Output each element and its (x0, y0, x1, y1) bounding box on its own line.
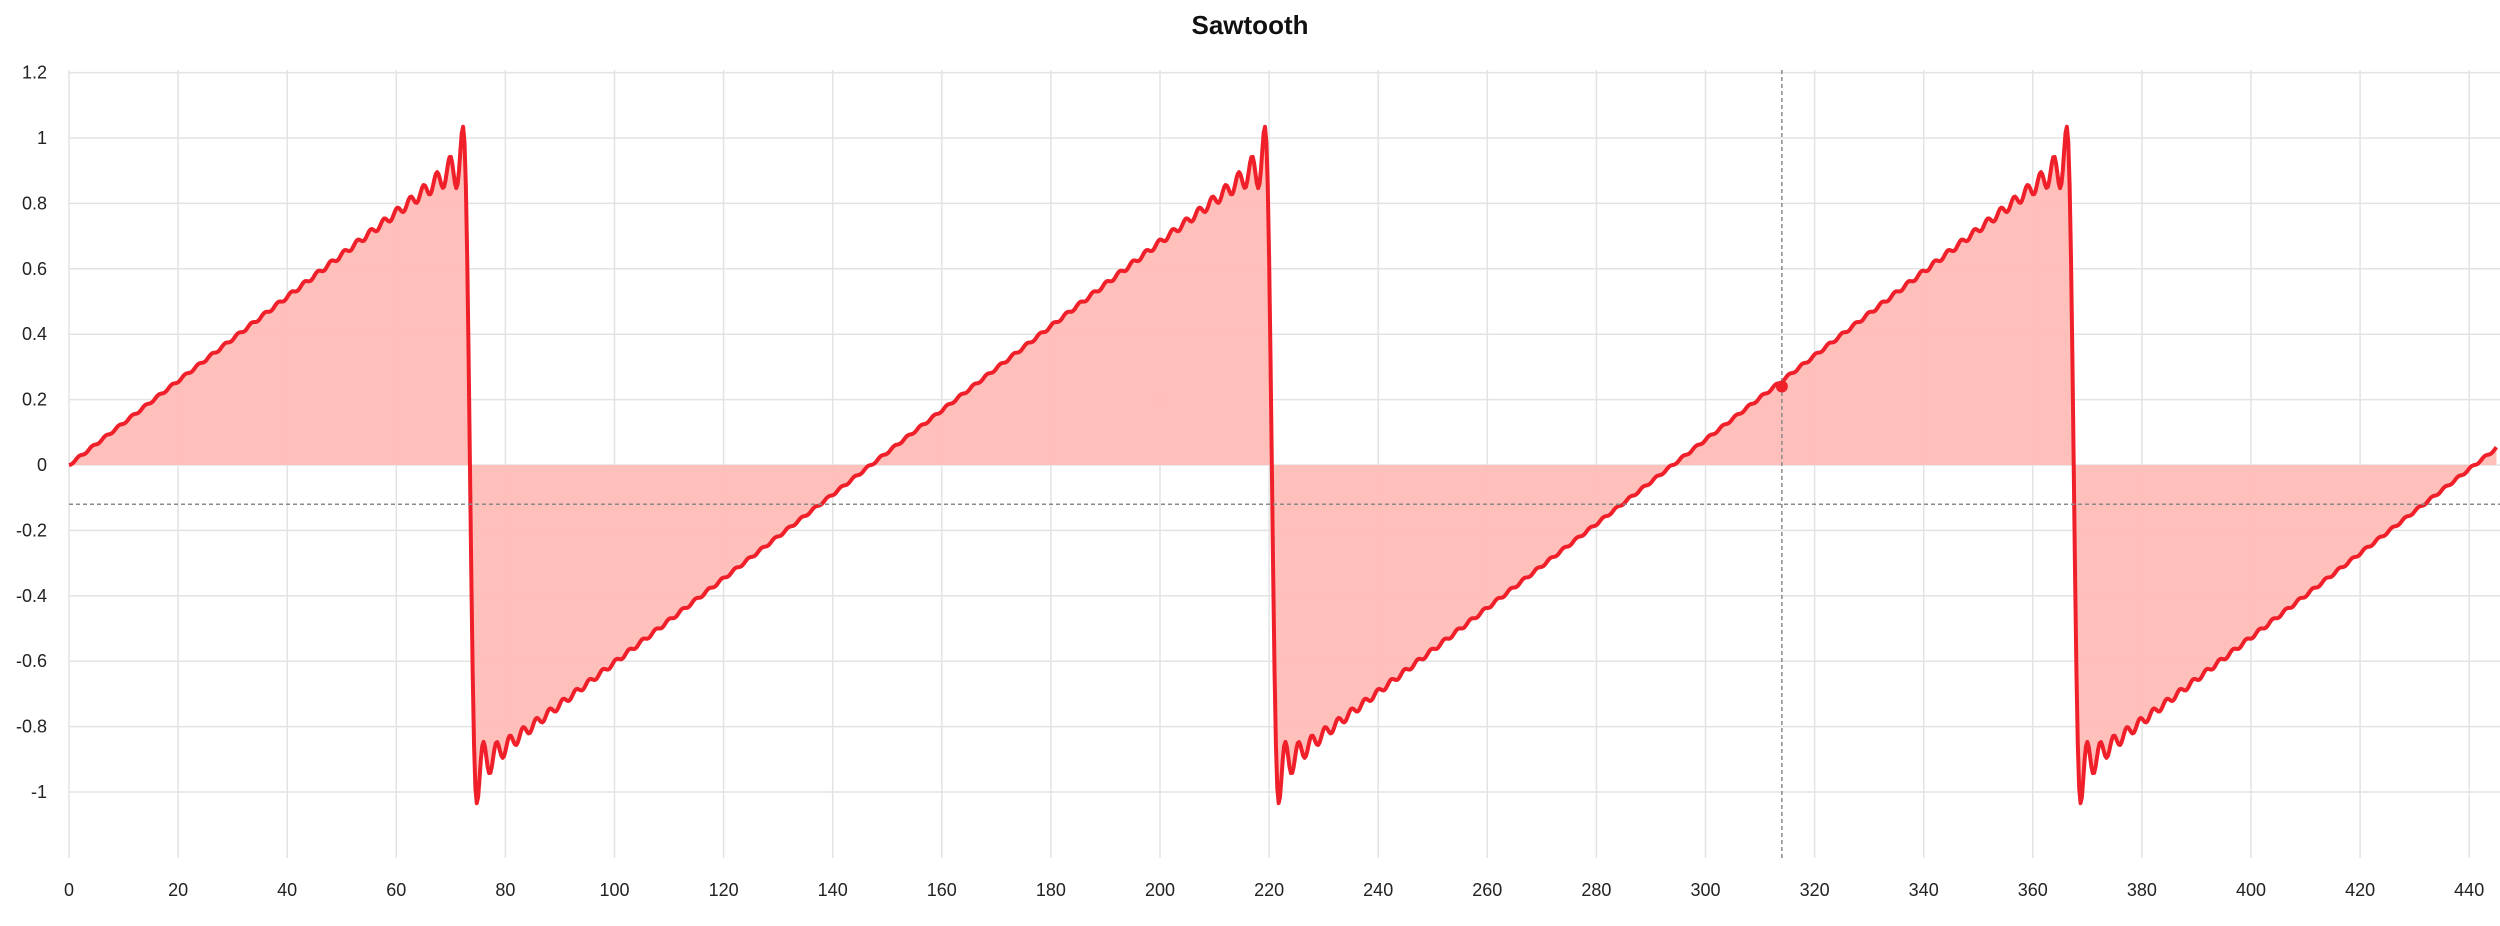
x-tick-label: 40 (277, 880, 297, 900)
x-tick-label: 380 (2127, 880, 2157, 900)
y-tick-label: 0 (37, 455, 47, 475)
x-tick-label: 120 (709, 880, 739, 900)
x-tick-label: 420 (2345, 880, 2375, 900)
y-tick-label: -1 (31, 782, 47, 802)
x-tick-label: 200 (1145, 880, 1175, 900)
x-tick-label: 100 (599, 880, 629, 900)
x-tick-label: 360 (2018, 880, 2048, 900)
x-tick-label: 60 (386, 880, 406, 900)
x-tick-label: 340 (1909, 880, 1939, 900)
y-tick-label: 0.6 (22, 259, 47, 279)
x-tick-label: 320 (1800, 880, 1830, 900)
chart-title: Sawtooth (1191, 10, 1309, 40)
x-tick-label: 180 (1036, 880, 1066, 900)
crosshair-layer (69, 70, 2500, 858)
y-tick-label: 0.4 (22, 324, 47, 344)
x-tick-label: 240 (1363, 880, 1393, 900)
x-tick-label: 440 (2454, 880, 2484, 900)
line-layer (68, 124, 2499, 806)
hover-point (1775, 380, 1788, 393)
y-tick-label: 1 (37, 128, 47, 148)
x-tick-label: 0 (64, 880, 74, 900)
x-tick-label: 160 (927, 880, 957, 900)
y-tick-label: -0.6 (16, 651, 47, 671)
tick-label-layer: 1.2 1 0.8 0.6 0.4 0.2 0 -0.2 -0.4 -0.6 -0.8 -1 0 20 40… (16, 63, 2484, 900)
x-tick-label: 140 (818, 880, 848, 900)
y-tick-label: -0.2 (16, 520, 47, 540)
x-tick-label: 400 (2236, 880, 2266, 900)
x-tick-label: 20 (168, 880, 188, 900)
sawtooth-line (68, 124, 2499, 806)
x-tick-label: 80 (495, 880, 515, 900)
x-tick-label: 260 (1472, 880, 1502, 900)
sawtooth-area (69, 126, 2497, 804)
y-tick-label: -0.4 (16, 586, 47, 606)
y-tick-label: 1.2 (22, 63, 47, 83)
y-tick-label: -0.8 (16, 717, 47, 737)
y-tick-label: 0.8 (22, 193, 47, 213)
y-tick-label: 0.2 (22, 390, 47, 410)
x-tick-label: 220 (1254, 880, 1284, 900)
area-layer (69, 126, 2497, 804)
x-tick-label: 280 (1581, 880, 1611, 900)
x-tick-label: 300 (1690, 880, 1720, 900)
